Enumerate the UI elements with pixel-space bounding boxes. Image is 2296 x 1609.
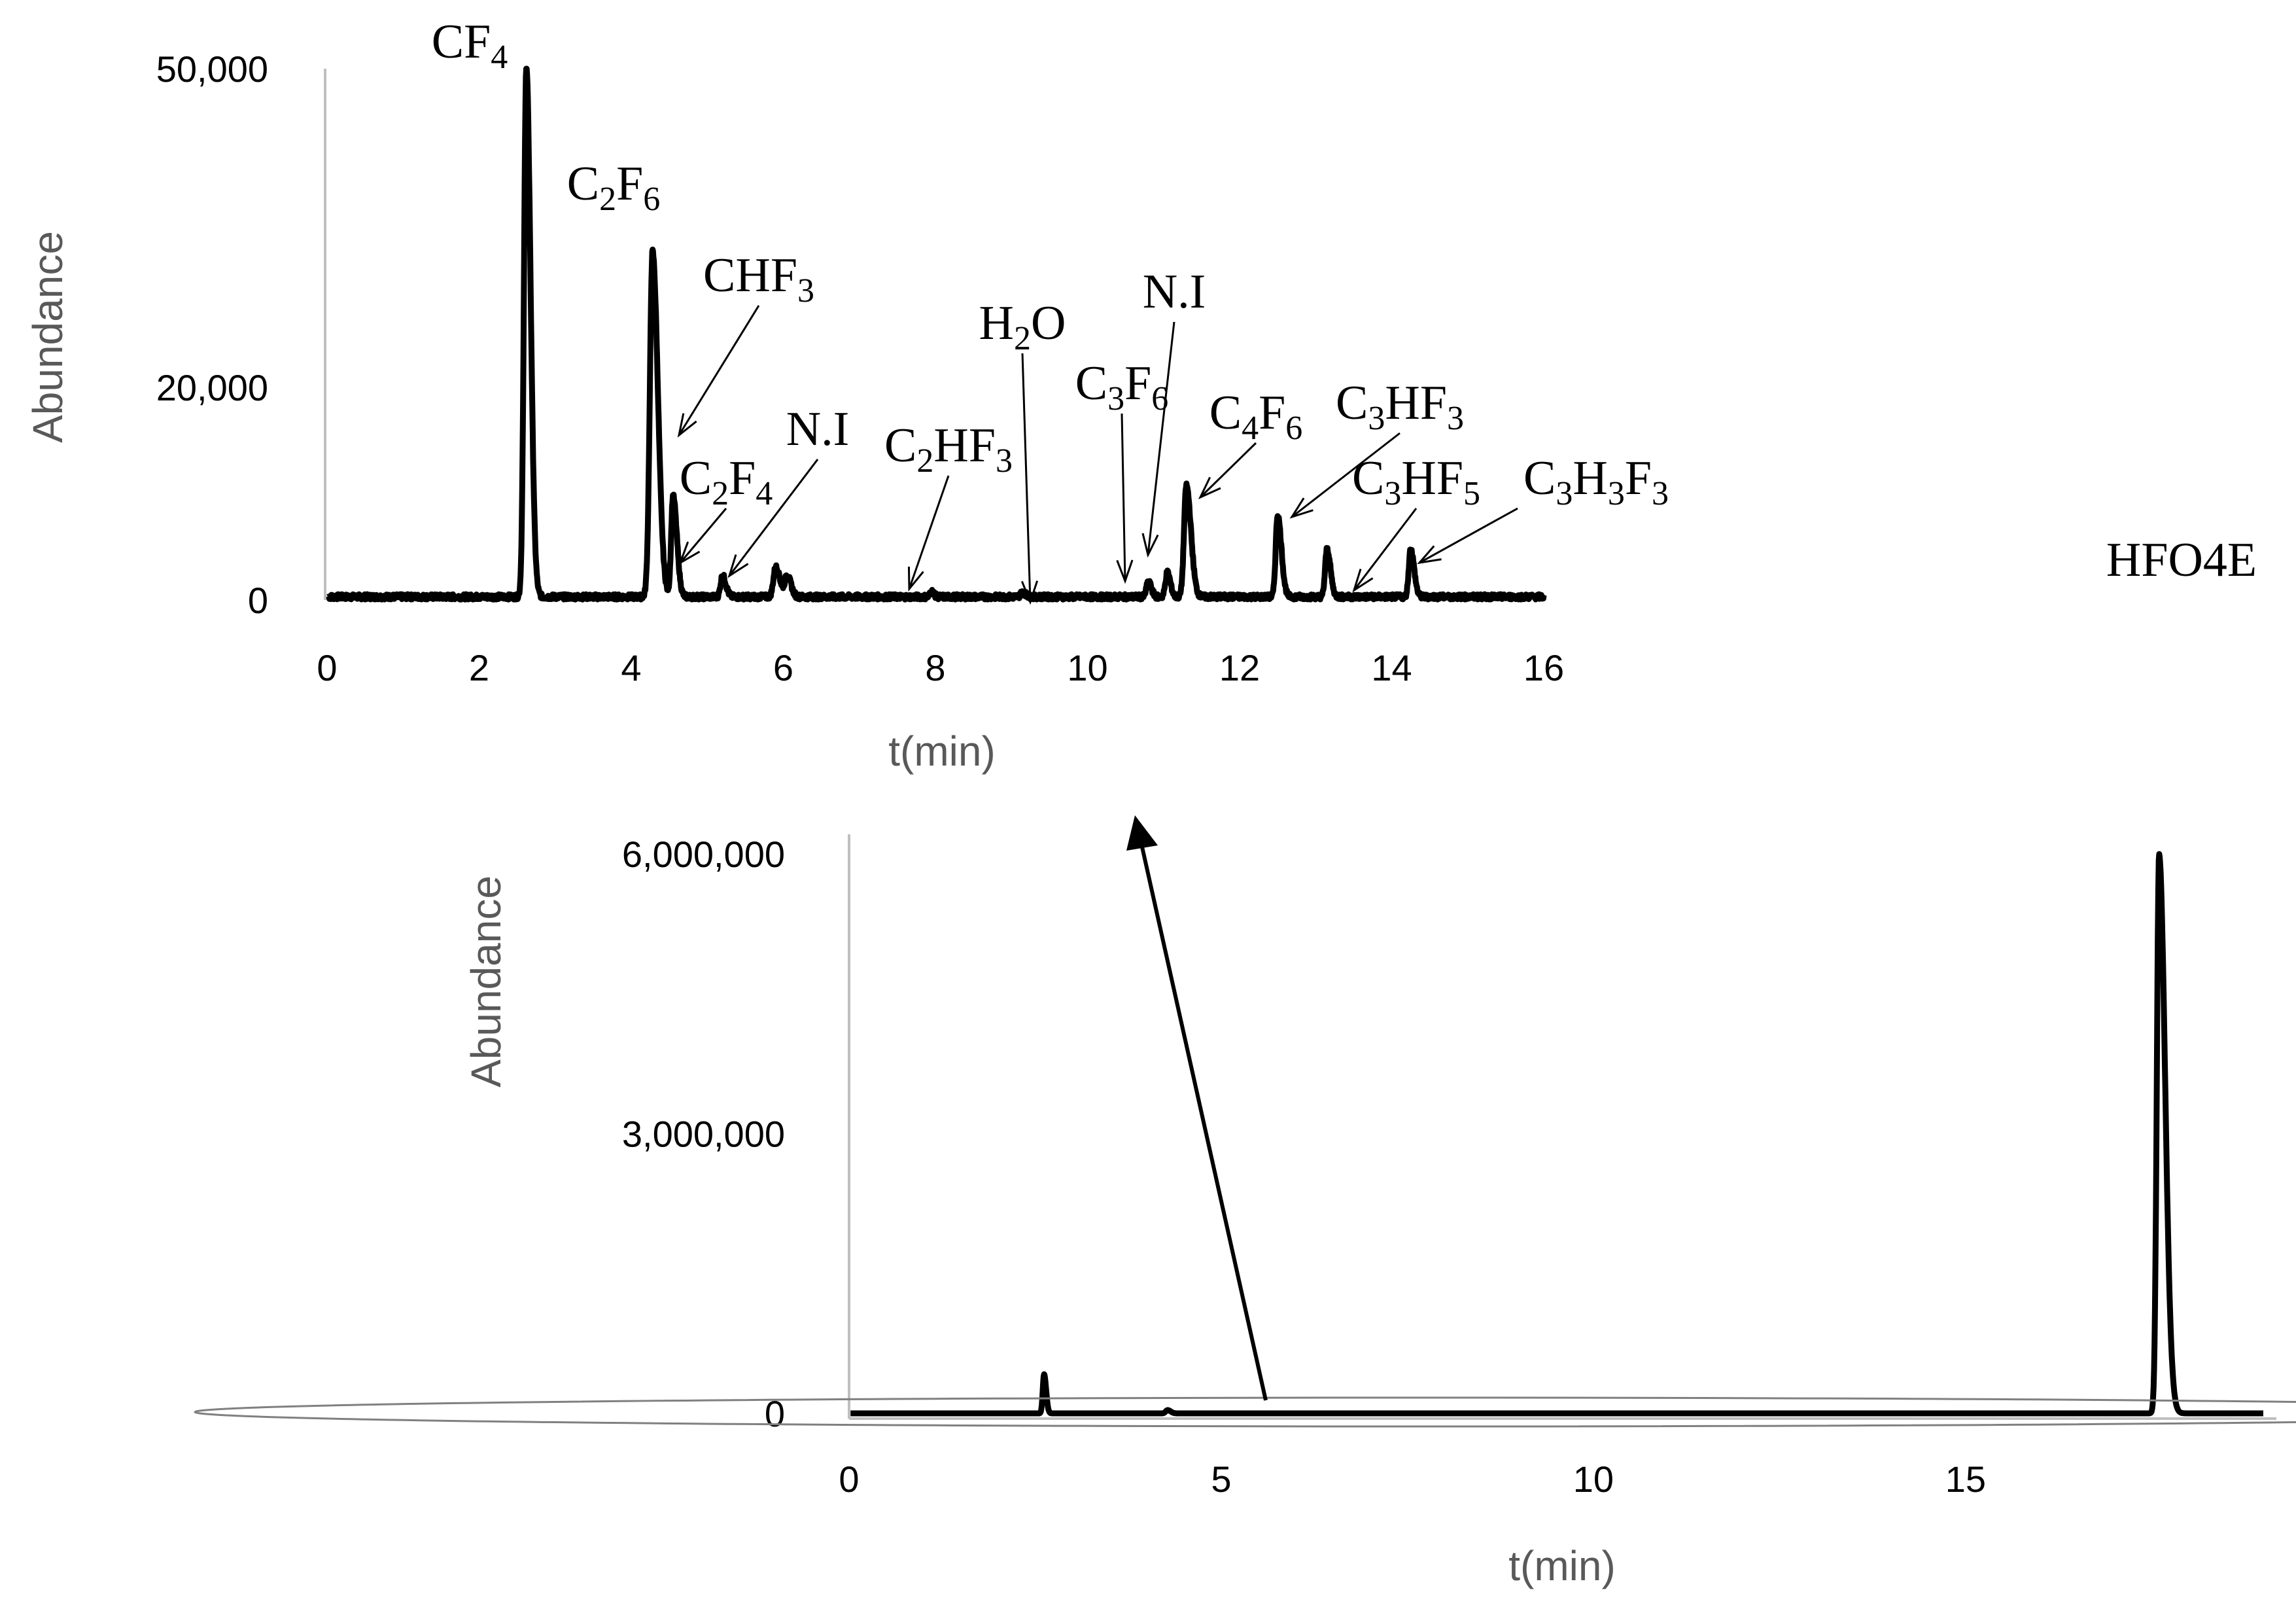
inset-peak-label: CF4 (432, 15, 508, 76)
inset-peak-label: C2F4 (680, 451, 773, 512)
inset-y-tick-label: 0 (248, 580, 268, 621)
inset-peak-pointer-head (907, 566, 924, 592)
inset-y-tick-label: 50,000 (156, 48, 268, 90)
inset-peak-pointer (908, 475, 950, 590)
zoom-arrowhead (1126, 815, 1158, 851)
inset-x-tick-label: 0 (317, 647, 337, 688)
inset-peak-pointer-head (1289, 497, 1313, 519)
inset-x-axis-title: t(min) (888, 728, 996, 775)
inset-peak-pointer (678, 305, 760, 436)
main-x-tick-label: 0 (839, 1459, 859, 1500)
inset-peak-pointer (1121, 413, 1126, 582)
inset-peak-pointer-head (678, 541, 701, 565)
inset-peak-pointer (1353, 508, 1418, 591)
inset-trace (326, 65, 1547, 603)
inset-peak-pointer (1419, 507, 1518, 564)
inset-peak-label: C2F6 (567, 157, 661, 218)
inset-peak-pointer-head (727, 554, 749, 578)
inset-x-tick-label: 4 (621, 647, 641, 688)
main-x-axis-title: t(min) (1508, 1542, 1616, 1589)
inset-peak-pointer-head (1141, 533, 1159, 558)
inset-peak-pointer-head (1352, 569, 1374, 593)
main-chart: 0 3,000,000 6,000,000 0 5 10 15 t(min) Abunda… (194, 533, 2296, 1589)
inset-peak-pointer-head (1116, 559, 1134, 584)
inset-peak-pointer-head (1020, 580, 1039, 605)
inset-peak-label: N.I (786, 402, 850, 456)
inset-peak-pointer (1147, 321, 1175, 556)
inset-peak-label: C2HF3 (884, 419, 1013, 480)
inset-peak-label: C3HF5 (1352, 451, 1480, 512)
inset-peak-label: C3HF3 (1336, 376, 1464, 437)
inset-peak-pointer-head (1417, 545, 1442, 565)
zoom-region-ellipse (194, 1396, 2296, 1428)
zoom-arrow (1139, 843, 1268, 1401)
inset-peak-label: C4F6 (1209, 386, 1303, 447)
main-x-tick-label: 15 (1945, 1459, 1986, 1500)
inset-x-tick-label: 8 (925, 647, 945, 688)
inset-y-tick-label: 20,000 (156, 367, 268, 408)
inset-peak-pointer-head (677, 413, 697, 438)
inset-peak-pointer (679, 508, 727, 563)
inset-chart: 0 20,000 50,000 0 2 4 6 8 10 12 14 16 t(min) Abund… (24, 15, 1669, 775)
inset-peak-label: CHF3 (703, 249, 814, 309)
inset-y-axis-title: Abundance (24, 231, 71, 443)
inset-peak-pointer (1199, 442, 1257, 499)
main-peak-label: HFO4E (2106, 533, 2257, 587)
main-y-tick-label: 6,000,000 (622, 834, 785, 875)
inset-x-tick-label: 10 (1067, 647, 1107, 688)
inset-peak-pointer-head (1198, 476, 1221, 500)
inset-peak-label: C3F6 (1075, 357, 1169, 417)
main-y-axis-title: Abundance (462, 875, 510, 1087)
inset-x-tick-label: 12 (1219, 647, 1260, 688)
main-y-tick-label: 3,000,000 (622, 1114, 785, 1155)
inset-peak-label: H2O (979, 296, 1066, 357)
inset-x-tick-label: 6 (773, 647, 793, 688)
main-x-tick-label: 10 (1573, 1459, 1614, 1500)
inset-x-tick-label: 2 (469, 647, 489, 688)
inset-x-tick-label: 16 (1523, 647, 1564, 688)
inset-peak-pointer (1021, 353, 1032, 603)
inset-x-tick-label: 14 (1371, 647, 1412, 688)
main-trace (848, 851, 2266, 1417)
main-x-tick-label: 5 (1211, 1459, 1231, 1500)
inset-peak-pointer (728, 459, 819, 576)
inset-peak-label: N.I (1143, 265, 1206, 319)
inset-peak-label: C3H3F3 (1523, 451, 1669, 512)
inset-peak-pointer (1291, 432, 1400, 518)
